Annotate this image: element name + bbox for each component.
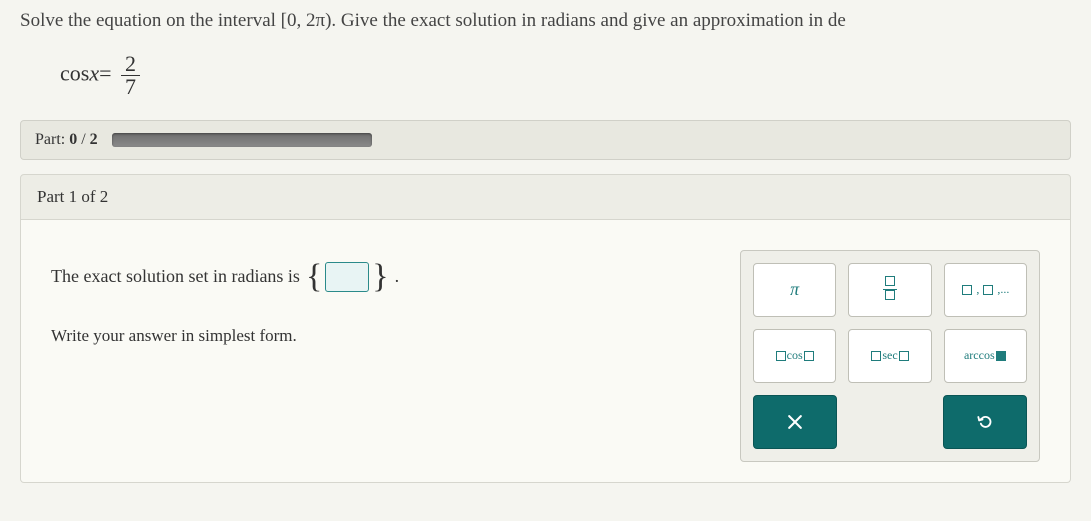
answer-period: . bbox=[395, 262, 400, 291]
prompt-suffix: . Give the exact solution in radians and… bbox=[331, 10, 845, 31]
progress-track bbox=[112, 133, 372, 147]
answer-line: The exact solution set in radians is { }… bbox=[51, 250, 700, 304]
key-arccos[interactable]: arccos bbox=[944, 329, 1027, 383]
undo-icon bbox=[975, 412, 995, 432]
key-clear[interactable] bbox=[753, 395, 837, 449]
key-undo[interactable] bbox=[943, 395, 1027, 449]
prompt-interval: [0, 2π) bbox=[281, 10, 332, 31]
placeholder-box-icon bbox=[776, 351, 786, 361]
part-header: Part 1 of 2 bbox=[20, 174, 1071, 220]
placeholder-box-icon bbox=[804, 351, 814, 361]
list-icon: ,,... bbox=[961, 282, 1009, 297]
brace-left: { bbox=[306, 250, 322, 304]
placeholder-box-icon bbox=[996, 351, 1006, 361]
placeholder-box-icon bbox=[899, 351, 909, 361]
equation-denominator: 7 bbox=[121, 76, 140, 98]
part-body: The exact solution set in radians is { }… bbox=[20, 220, 1071, 483]
answer-set: { } bbox=[306, 250, 389, 304]
question-prompt: Solve the equation on the interval [0, 2… bbox=[20, 8, 1071, 35]
key-cos[interactable]: cos bbox=[753, 329, 836, 383]
prompt-prefix: Solve the equation on the interval bbox=[20, 10, 281, 31]
equation-fraction: 2 7 bbox=[121, 53, 140, 98]
key-sec[interactable]: sec bbox=[848, 329, 931, 383]
answer-label: The exact solution set in radians is bbox=[51, 262, 300, 291]
math-keypad: π ,,... cos sec arccos bbox=[740, 250, 1040, 462]
equation-func: cos bbox=[60, 60, 89, 85]
hint-text: Write your answer in simplest form. bbox=[51, 326, 700, 346]
answer-input[interactable] bbox=[325, 262, 369, 292]
keypad-spacer bbox=[849, 395, 931, 449]
key-fraction[interactable] bbox=[848, 263, 931, 317]
progress-label: Part: 0 / 2 bbox=[35, 131, 98, 149]
equation-eq: = bbox=[99, 60, 111, 85]
fraction-icon bbox=[883, 276, 897, 303]
x-icon bbox=[785, 412, 805, 432]
key-pi[interactable]: π bbox=[753, 263, 836, 317]
equation-display: cosx= 2 7 bbox=[60, 53, 1071, 98]
placeholder-box-icon bbox=[871, 351, 881, 361]
equation-numerator: 2 bbox=[121, 53, 140, 76]
brace-right: } bbox=[372, 250, 388, 304]
progress-bar-row: Part: 0 / 2 bbox=[20, 120, 1071, 160]
key-list[interactable]: ,,... bbox=[944, 263, 1027, 317]
equation-var: x bbox=[89, 60, 99, 85]
